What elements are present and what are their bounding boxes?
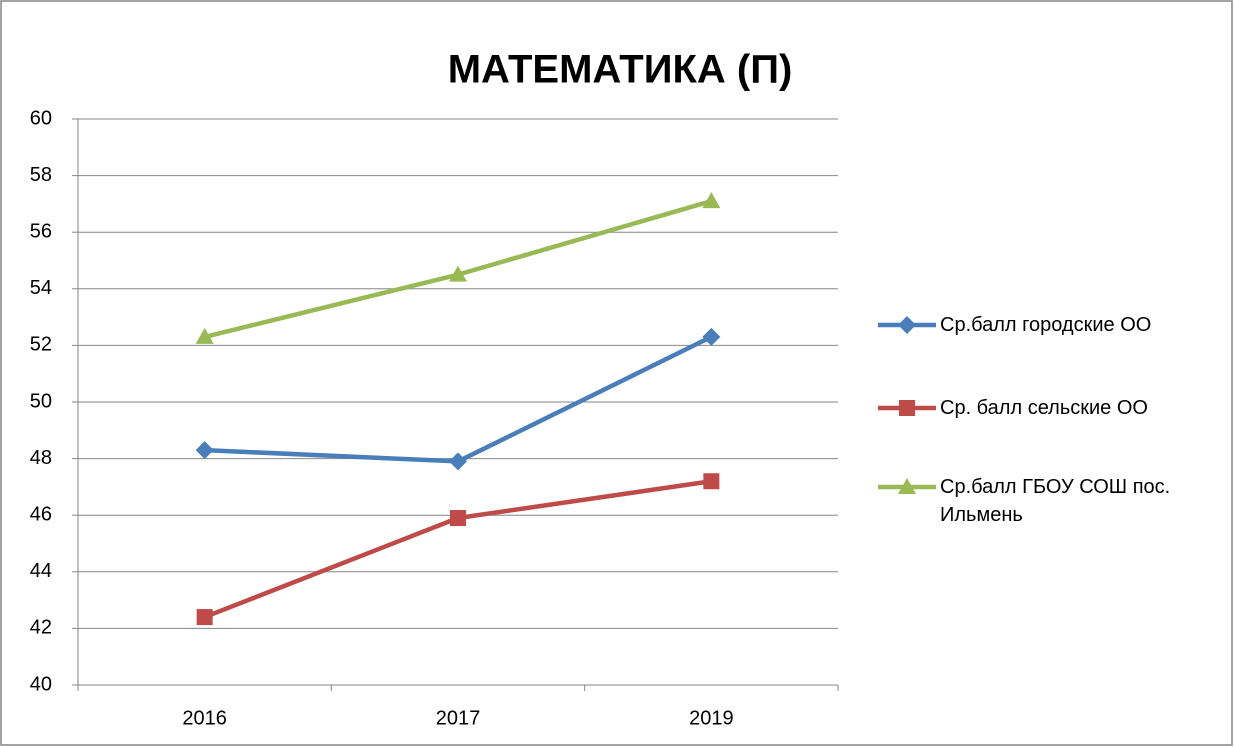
y-tick-label: 44: [30, 560, 52, 582]
y-tick-label: 54: [30, 277, 52, 299]
y-tick-label: 52: [30, 334, 52, 356]
marker: [702, 327, 721, 346]
marker: [703, 473, 720, 490]
marker: [449, 452, 467, 471]
marker: [898, 478, 916, 494]
marker: [195, 441, 214, 460]
legend-label: Ср.балл городские ОО: [940, 314, 1152, 336]
x-tick-label: 2019: [689, 707, 734, 729]
marker: [898, 316, 916, 334]
legend-label: Ср. балл сельские ОО: [940, 397, 1148, 419]
y-tick-label: 42: [30, 617, 52, 639]
y-tick-label: 50: [30, 390, 52, 412]
marker: [196, 609, 213, 626]
marker: [899, 400, 915, 416]
y-tick-label: 58: [30, 164, 52, 186]
y-tick-label: 48: [30, 447, 52, 469]
legend-label: Ср.балл ГБОУ СОШ пос. Ильмень: [940, 476, 1171, 526]
marker: [450, 510, 466, 527]
x-tick-label: 2016: [182, 707, 227, 729]
y-tick-label: 46: [30, 503, 52, 525]
marker: [195, 327, 214, 344]
marker: [702, 192, 721, 209]
marker: [449, 265, 467, 282]
chart-title: МАТЕМАТИКА (П): [448, 48, 793, 92]
y-tick-label: 60: [30, 107, 52, 129]
y-tick-label: 56: [30, 220, 52, 242]
x-tick-label: 2017: [436, 707, 481, 729]
y-tick-label: 40: [30, 673, 52, 695]
